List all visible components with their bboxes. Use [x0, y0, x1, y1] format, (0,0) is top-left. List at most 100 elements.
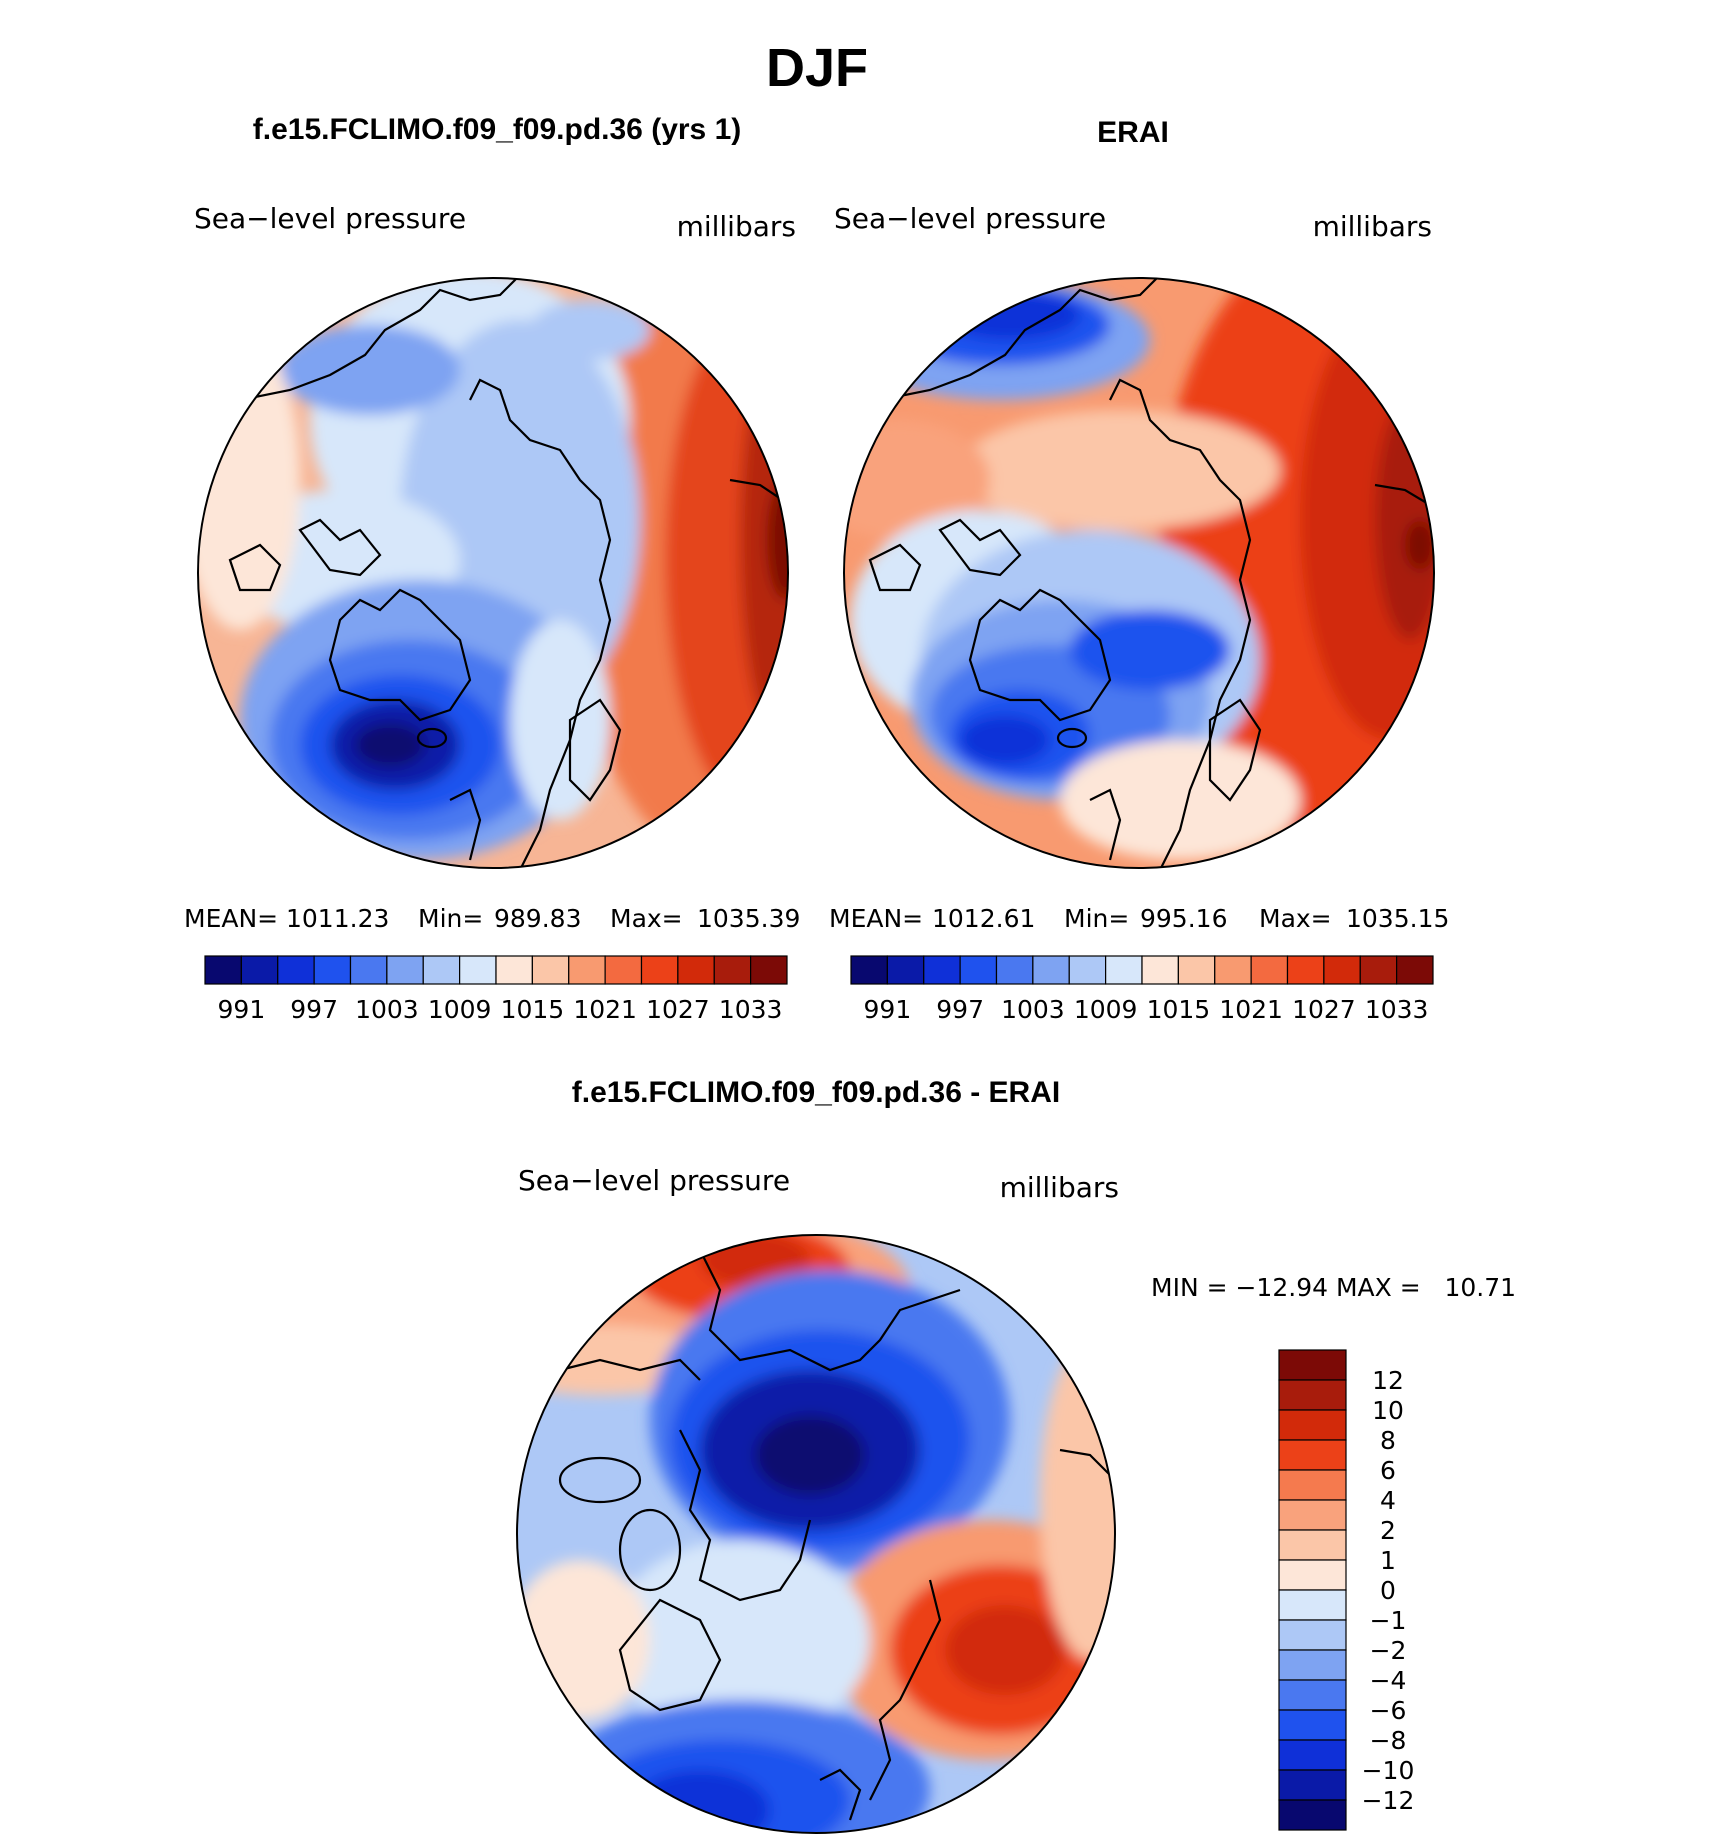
panel-model: f.e15.FCLIMO.f09_f09.pd.36 (yrs 1) Sea−l… [184, 113, 800, 1024]
panel-difference: f.e15.FCLIMO.f09_f09.pd.36 - ERAI Sea−le… [516, 1076, 1516, 1834]
colorbar-swatch [204, 955, 242, 985]
colorbar-swatch [1278, 1379, 1347, 1411]
colorbar-tick-label: 991 [218, 995, 266, 1024]
svg-text:MEAN=: MEAN= [184, 904, 278, 933]
colorbar-swatch [240, 955, 279, 985]
svg-text:Min=: Min= [1064, 904, 1129, 933]
colorbar-tick-label: −1 [1370, 1606, 1407, 1635]
colorbar-tick-label: −10 [1362, 1756, 1415, 1785]
colorbar-swatch [1396, 955, 1434, 985]
svg-text:Max=: Max= [1259, 904, 1332, 933]
colorbar-tick-label: 991 [864, 995, 912, 1024]
colorbar-tick-label: 10 [1372, 1396, 1404, 1425]
panel-reanalysis: ERAI Sea−level pressure millibars [829, 116, 1449, 1024]
colorbar-swatch [1359, 955, 1398, 985]
colorbar-swatch [640, 955, 679, 985]
colorbar-swatch [1278, 1439, 1347, 1471]
colorbar-reanalysis: 991 997 1003 1009 1015 1021 1027 1033 [850, 955, 1434, 1024]
colorbar-swatch [1250, 955, 1289, 985]
colorbar-swatch [1278, 1409, 1347, 1441]
colorbar-tick-label: 1033 [1365, 995, 1429, 1024]
panel-difference-heading: f.e15.FCLIMO.f09_f09.pd.36 - ERAI [572, 1076, 1060, 1109]
colorbar-swatch [386, 955, 424, 985]
colorbar-swatch [677, 955, 715, 985]
svg-text:995.16: 995.16 [1140, 904, 1227, 933]
svg-text:1035.15: 1035.15 [1346, 904, 1449, 933]
colorbar-swatch [1278, 1469, 1347, 1501]
colorbar-swatch [1286, 955, 1325, 985]
colorbar-tick-label: 0 [1380, 1576, 1396, 1605]
colorbar-swatch [422, 955, 461, 985]
svg-text:1011.23: 1011.23 [286, 904, 389, 933]
colorbar-swatch [1141, 955, 1179, 985]
colorbar-swatch [349, 955, 388, 985]
colorbar-tick-label: −12 [1362, 1786, 1415, 1815]
colorbar-swatch [1278, 1589, 1347, 1621]
colorbar-swatch [995, 955, 1034, 985]
colorbar-swatch [1278, 1529, 1347, 1561]
polar-map-reanalysis-border [843, 277, 1435, 869]
colorbar-swatch [850, 955, 888, 985]
colorbar-swatch [886, 955, 925, 985]
panel-reanalysis-stats: MEAN= 1012.61 Min= 995.16 Max= 1035.15 [829, 904, 1449, 933]
colorbar-tick-label: 6 [1380, 1456, 1396, 1485]
colorbar-swatch [1278, 1679, 1347, 1711]
colorbar-swatch [1278, 1619, 1347, 1651]
colorbar-model: 991 997 1003 1009 1015 1021 1027 1033 [204, 955, 788, 1024]
colorbar-tick-label: 1033 [719, 995, 783, 1024]
panel-reanalysis-field-label: Sea−level pressure [834, 202, 1106, 235]
colorbar-tick-label: 1003 [355, 995, 419, 1024]
colorbar-swatch [1278, 1349, 1347, 1381]
colorbar-swatch [1278, 1709, 1347, 1741]
panel-reanalysis-heading: ERAI [1097, 116, 1169, 149]
colorbar-tick-label: −6 [1370, 1696, 1407, 1725]
colorbar-tick-label: 4 [1380, 1486, 1396, 1515]
panel-difference-units-label: millibars [1000, 1171, 1119, 1204]
colorbar-tick-label: 1027 [646, 995, 710, 1024]
colorbar-swatch [1068, 955, 1107, 985]
svg-text:Min=: Min= [418, 904, 483, 933]
polar-map-reanalysis [844, 278, 1434, 868]
panel-difference-minmax: MIN = −12.94 MAX = 10.71 [1151, 1273, 1516, 1302]
colorbar-swatch [1177, 955, 1216, 985]
polar-map-difference [517, 1235, 1115, 1833]
svg-text:1035.39: 1035.39 [697, 904, 800, 933]
colorbar-swatch [923, 955, 961, 985]
polar-map-model-border [197, 277, 789, 869]
colorbar-swatch [568, 955, 606, 985]
colorbar-tick-label: −2 [1370, 1636, 1407, 1665]
colorbar-swatch [1278, 1559, 1347, 1591]
colorbar-tick-label: 1 [1380, 1546, 1396, 1575]
colorbar-swatch [1032, 955, 1070, 985]
colorbar-swatch [1278, 1799, 1347, 1831]
colorbar-swatch [1278, 1739, 1347, 1771]
panel-reanalysis-units-label: millibars [1313, 210, 1432, 243]
colorbar-tick-label: 1009 [1074, 995, 1138, 1024]
colorbar-swatch [959, 955, 998, 985]
polar-map-difference-border [516, 1234, 1116, 1834]
colorbar-swatch [495, 955, 533, 985]
colorbar-swatch [1278, 1499, 1347, 1531]
colorbar-tick-label: 1021 [1219, 995, 1283, 1024]
colorbar-swatch [459, 955, 497, 985]
colorbar-swatch [750, 955, 788, 985]
panel-model-heading: f.e15.FCLIMO.f09_f09.pd.36 (yrs 1) [253, 113, 742, 146]
figure-title: DJF [766, 38, 868, 98]
svg-text:1012.61: 1012.61 [932, 904, 1035, 933]
colorbar-swatch [1105, 955, 1143, 985]
colorbar-swatch [1278, 1649, 1347, 1681]
colorbar-swatch [277, 955, 315, 985]
svg-text:MEAN=: MEAN= [829, 904, 923, 933]
svg-text:989.83: 989.83 [494, 904, 581, 933]
colorbar-tick-label: 8 [1380, 1426, 1396, 1455]
colorbar-swatch [531, 955, 570, 985]
panel-model-units-label: millibars [677, 210, 796, 243]
colorbar-tick-label: 1009 [428, 995, 492, 1024]
colorbar-tick-label: −4 [1370, 1666, 1407, 1695]
svg-text:Max=: Max= [610, 904, 683, 933]
colorbar-tick-label: 1027 [1292, 995, 1356, 1024]
polar-map-model [198, 278, 788, 868]
colorbar-swatch [604, 955, 643, 985]
